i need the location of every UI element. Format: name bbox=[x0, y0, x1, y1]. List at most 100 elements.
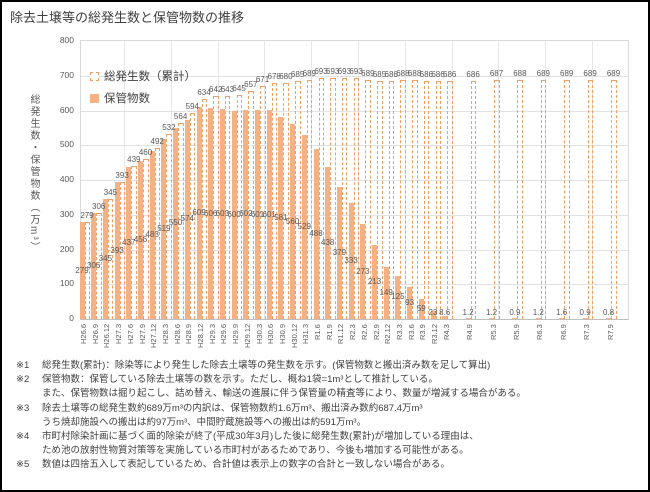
y-axis-tick-label: 800 bbox=[59, 35, 74, 45]
storage-value-label: 560 bbox=[285, 216, 300, 226]
storage-value-label: 393 bbox=[110, 245, 124, 255]
x-axis-tick-label: H28.9 bbox=[184, 324, 194, 345]
cumulative-value-label: 671 bbox=[255, 74, 270, 84]
cumulative-value-label: 688 bbox=[396, 68, 410, 78]
footnote-marker bbox=[16, 444, 42, 458]
storage-bar bbox=[301, 135, 307, 319]
cumulative-value-label: 686 bbox=[384, 69, 398, 79]
cumulative-bar bbox=[166, 134, 172, 319]
y-axis-tick-label: 200 bbox=[59, 243, 74, 254]
storage-bar bbox=[407, 286, 413, 319]
storage-bar bbox=[512, 318, 518, 319]
footnote-text: 総発生数(累計)：除染等により発生した除去土壌等の発生数を示す。(保管物数と搬出… bbox=[42, 360, 491, 371]
storage-value-label: 279 bbox=[75, 265, 89, 275]
cumulative-bar bbox=[330, 78, 336, 319]
cumulative-value-label: 689 bbox=[361, 68, 375, 78]
storage-bar bbox=[336, 187, 342, 319]
storage-value-label: 333 bbox=[344, 256, 358, 266]
footnote-marker: ※1 bbox=[16, 360, 30, 371]
storage-value-label: 0.9 bbox=[579, 308, 591, 317]
x-axis-tick-label: H29.6 bbox=[219, 324, 229, 345]
x-axis-tick-label: R2.3 bbox=[348, 324, 358, 340]
storage-bar bbox=[255, 110, 260, 319]
x-axis-tick-label: H28.12 bbox=[196, 324, 205, 349]
storage-bar bbox=[535, 318, 541, 319]
cumulative-value-label: 686 bbox=[419, 69, 433, 79]
chart-title: 除去土壌等の総発生数と保管物数の推移 bbox=[10, 10, 245, 25]
cumulative-bar bbox=[295, 80, 301, 319]
storage-value-label: 483 bbox=[145, 230, 159, 240]
x-axis-tick-label: R5.3 bbox=[488, 324, 498, 340]
storage-bar bbox=[395, 275, 401, 319]
x-axis-tick-label: R3.9 bbox=[418, 324, 428, 340]
x-axis-tick-label: H30.6 bbox=[266, 324, 276, 345]
x-axis-tick-label: H30.3 bbox=[254, 324, 264, 345]
footnote-text: また、保管物数は掘り起こし、詰め替え、輸送の進展に伴う保管量の精査等により、数量… bbox=[42, 388, 526, 400]
x-axis-tick-label: H29.9 bbox=[231, 324, 241, 345]
storage-value-label: 0.9 bbox=[509, 308, 521, 317]
cumulative-value-label: 345 bbox=[103, 188, 118, 198]
cumulative-bar bbox=[447, 80, 453, 319]
cumulative-value-label: 306 bbox=[92, 201, 106, 211]
x-axis-tick-label: R7.9 bbox=[605, 324, 615, 340]
storage-bar bbox=[231, 110, 237, 319]
x-axis-tick-label: H27.12 bbox=[149, 324, 159, 349]
x-axis-tick-label: R1.9 bbox=[324, 324, 334, 340]
cumulative-bar bbox=[236, 94, 243, 319]
cumulative-bar bbox=[119, 182, 126, 319]
y-axis-tick-label: 100 bbox=[59, 278, 74, 289]
storage-bar bbox=[606, 318, 611, 319]
cumulative-bar bbox=[107, 199, 114, 319]
y-axis-tick-label: 500 bbox=[59, 139, 74, 150]
cumulative-bar bbox=[470, 80, 477, 319]
cumulative-value-label: 645 bbox=[232, 83, 246, 93]
cumulative-bar bbox=[283, 82, 289, 319]
cumulative-bar bbox=[260, 85, 266, 319]
footnote-text: 保管物数：保管している除去土壌等の数を示す。ただし、概ね1袋=1m³として推計し… bbox=[42, 374, 438, 386]
storage-value-label: 1.2 bbox=[485, 308, 498, 317]
storage-value-label: 273 bbox=[356, 266, 370, 276]
storage-bar bbox=[208, 108, 214, 319]
storage-value-label: 601 bbox=[250, 209, 265, 219]
footnote-line: また、保管物数は掘り起こし、詰め替え、輸送の進展に伴う保管量の精査等により、数量… bbox=[16, 387, 526, 401]
cumulative-value-label: 279 bbox=[80, 211, 94, 221]
x-axis-tick-label: H27.3 bbox=[114, 324, 124, 345]
storage-bar bbox=[290, 124, 296, 319]
x-axis-tick-label: H30.9 bbox=[277, 324, 287, 345]
cumulative-bar bbox=[154, 148, 161, 319]
storage-bar bbox=[278, 117, 284, 319]
storage-value-label: 606 bbox=[204, 208, 218, 218]
storage-value-label: 601 bbox=[262, 209, 276, 219]
storage-bar bbox=[196, 107, 202, 319]
storage-value-label: 529 bbox=[297, 222, 311, 232]
x-axis-tick-label: R5.9 bbox=[511, 324, 521, 340]
x-axis-tick-label: H29.3 bbox=[207, 324, 217, 345]
storage-value-label: 8.6 bbox=[439, 308, 451, 317]
storage-value-label: 213 bbox=[367, 276, 382, 286]
storage-bar bbox=[430, 311, 436, 319]
x-axis-tick-label: R6.3 bbox=[535, 324, 545, 340]
storage-value-label: 345 bbox=[98, 254, 113, 264]
storage-value-label: 519 bbox=[157, 223, 171, 233]
legend-label-storage: 保管物数 bbox=[104, 93, 150, 105]
storage-bar bbox=[114, 182, 120, 319]
footnote-line: ※5 数値は四捨五入して表記しているため、合計値は表示上の数字の合計と一致しない場… bbox=[16, 458, 526, 472]
storage-bar bbox=[465, 318, 471, 319]
footnote-line: うち焼却施設への搬出は約97万m³、中間貯蔵施設等への搬出は約591万m³。 bbox=[16, 416, 526, 430]
cumulative-value-label: 693 bbox=[314, 67, 328, 77]
cumulative-value-label: 686 bbox=[443, 69, 457, 79]
plot-area: 279 279 306 306 345 345 393 393 439 437 460 456 492 4… bbox=[75, 40, 629, 320]
storage-value-label: 488 bbox=[309, 229, 323, 239]
storage-value-label: 602 bbox=[239, 209, 253, 219]
v-gridline bbox=[124, 41, 125, 319]
cumulative-bar bbox=[388, 80, 395, 319]
cumulative-value-label: 689 bbox=[302, 68, 316, 78]
y-axis-title: 総発生数・保管物数（万m³） bbox=[28, 94, 39, 254]
storage-value-label: 437 bbox=[122, 238, 136, 248]
footnote-text: うち焼却施設への搬出は約97万m³、中間貯蔵施設等への搬出は約591万m³。 bbox=[42, 416, 367, 428]
footnote-line: ※4 市町村除染計画に基づく面的除染が終了(平成30年3月)した後に総発生数(累計… bbox=[16, 430, 526, 444]
storage-value-label: 1.6 bbox=[556, 308, 568, 317]
y-axis-tick-label: 0 bbox=[69, 313, 74, 323]
cumulative-bar bbox=[353, 78, 360, 319]
y-axis-tick-label: 300 bbox=[59, 208, 74, 219]
